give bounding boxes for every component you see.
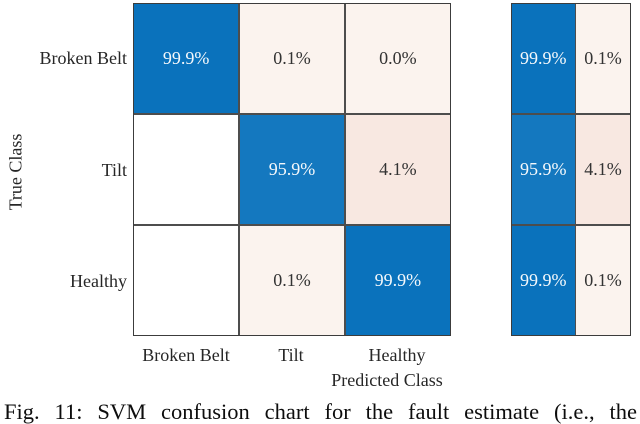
matrix-cell-r1c2: 0.1% [239,4,345,114]
summary-tpr-r2: 95.9% [512,114,575,225]
x-tick-broken-belt: Broken Belt [142,345,230,365]
summary-tpr-r1: 99.9% [512,4,575,114]
row-summary-panel: 99.9% 0.1% 95.9% 4.1% 99.9% 0.1% [511,3,631,336]
matrix-cell-r1c3: 0.0% [345,4,450,114]
summary-tpr-r3: 99.9% [512,225,575,335]
matrix-cell-r2c1 [134,114,239,225]
matrix-cell-r3c3: 99.9% [345,225,450,335]
confusion-matrix: 99.9% 0.1% 0.0% 95.9% 4.1% 0.1% 99.9% [133,3,451,336]
summary-fnr-r2: 4.1% [576,114,630,225]
summary-fnr-r1: 0.1% [576,4,630,114]
matrix-cell-r3c1 [134,225,239,335]
x-axis-title: Predicted Class [331,370,443,390]
x-tick-healthy: Healthy [368,345,426,365]
x-tick-tilt: Tilt [278,345,304,365]
matrix-cell-r1c1: 99.9% [134,4,239,114]
figure-caption: Fig. 11: SVM confusion chart for the fau… [4,399,637,424]
y-tick-broken-belt: Broken Belt [39,48,128,68]
summary-fnr-r3: 0.1% [576,225,630,335]
matrix-cell-r2c2: 95.9% [239,114,345,225]
y-tick-healthy: Healthy [70,271,127,291]
matrix-cell-r2c3: 4.1% [345,114,450,225]
matrix-cell-r3c2: 0.1% [239,225,345,335]
y-tick-tilt: Tilt [101,160,127,180]
